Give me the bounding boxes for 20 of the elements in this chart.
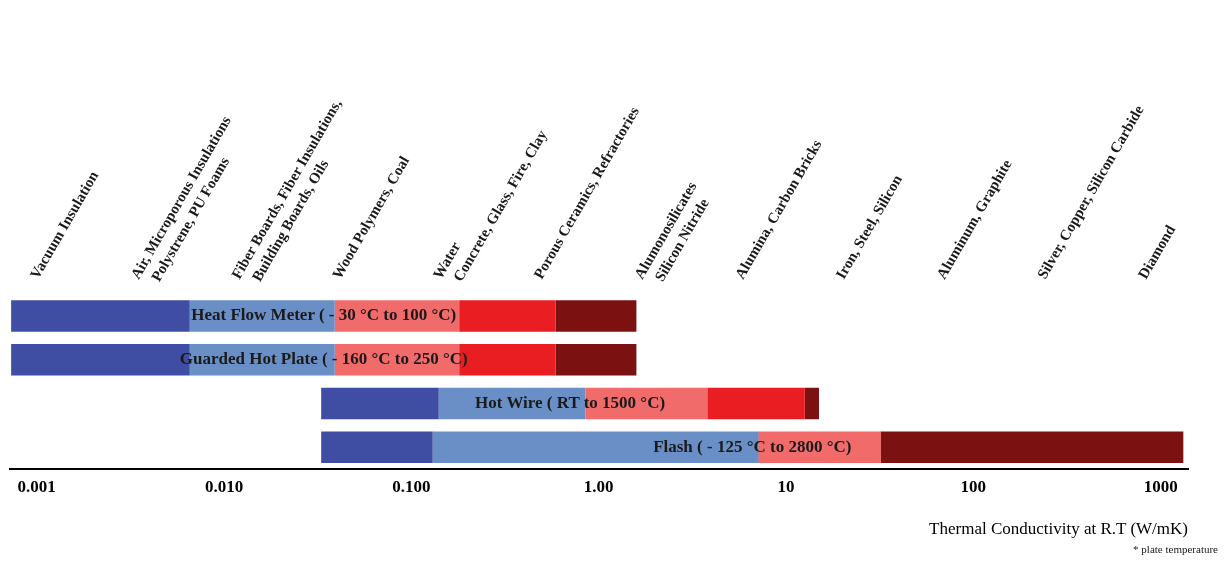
bar [880, 431, 1184, 464]
bar [804, 387, 819, 420]
y-tick-label: Guarded Hot Plate ( - 160 °C to 250 °C) [179, 349, 468, 369]
bar [459, 300, 556, 332]
bar [555, 300, 637, 332]
y-tick-label: Heat Flow Meter ( - 30 °C to 100 °C) [191, 305, 457, 325]
x-tick-label: 0.001 [17, 476, 56, 496]
bar [321, 387, 439, 420]
bar [11, 300, 190, 332]
x-tick-label: 1000 [1143, 476, 1178, 496]
x-tick-label: 10 [777, 476, 795, 496]
text: * plate temperature [1133, 543, 1219, 556]
x-tick-label: 100 [960, 476, 987, 496]
bar [707, 387, 805, 420]
x-axis-title: Thermal Conductivity at R.T (W/mK) [929, 519, 1188, 539]
bar [321, 431, 433, 464]
bar [555, 343, 637, 376]
x-tick-label: 0.010 [204, 476, 244, 496]
x-tick-label: 0.100 [392, 476, 431, 496]
x-tick-label: 1.00 [583, 476, 614, 496]
